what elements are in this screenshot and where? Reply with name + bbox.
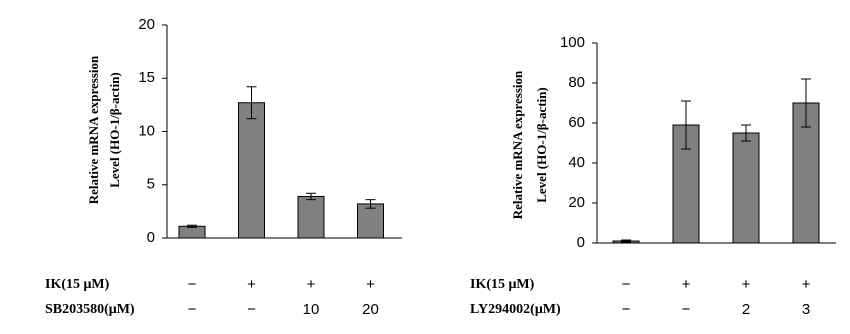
y-tick-label: 15 [138, 69, 155, 86]
bar [357, 203, 384, 239]
treatment-cell: + [802, 276, 811, 293]
error-bar [365, 199, 376, 209]
error-bar [246, 86, 257, 120]
row-label: SB203580(μM) [45, 302, 135, 317]
treatment-cell: − [188, 276, 197, 293]
y-tick-label: 60 [568, 114, 585, 131]
y-tick-label: 0 [147, 229, 155, 246]
treatment-cell: − [188, 301, 197, 318]
treatment-cell: + [307, 276, 316, 293]
treatment-cell: + [366, 276, 375, 293]
y-axis-title: Relative mRNA expression [86, 55, 101, 204]
error-bar [741, 124, 751, 142]
row-label: LY294002(μM) [470, 302, 561, 317]
error-bar [801, 78, 811, 128]
treatment-cell: − [682, 301, 691, 318]
error-bar [306, 192, 316, 201]
row-label: IK(15 μM) [45, 277, 110, 292]
bar [297, 195, 325, 239]
treatment-cell: − [247, 301, 256, 318]
error-bar [681, 100, 691, 150]
bar [178, 225, 206, 239]
treatment-cell: − [622, 301, 631, 318]
y-tick-label: 80 [568, 74, 585, 91]
treatment-cell: 20 [362, 301, 379, 318]
error-bar [187, 224, 197, 228]
y-tick-label: 0 [577, 234, 585, 251]
row-label: IK(15 μM) [470, 277, 535, 292]
bar [732, 132, 760, 244]
y-tick-label: 100 [560, 34, 585, 51]
treatment-cell: 3 [802, 301, 810, 318]
y-axis-title: Level (HO-1/β-actin) [534, 87, 549, 203]
y-axis-title: Relative mRNA expression [510, 70, 525, 219]
y-tick-label: 20 [568, 194, 585, 211]
y-axis-title: Level (HO-1/β-actin) [107, 72, 122, 188]
error-bar [621, 239, 631, 243]
y-tick-label: 5 [147, 176, 155, 193]
bar [238, 102, 265, 239]
treatment-cell: 2 [742, 301, 750, 318]
treatment-cell: 10 [303, 301, 320, 318]
y-tick-label: 40 [568, 154, 585, 171]
y-tick-label: 10 [138, 122, 155, 139]
treatment-cell: + [742, 276, 751, 293]
y-tick-label: 20 [138, 16, 155, 33]
treatment-cell: + [247, 276, 256, 293]
treatment-cell: − [622, 276, 631, 293]
treatment-cell: + [682, 276, 691, 293]
